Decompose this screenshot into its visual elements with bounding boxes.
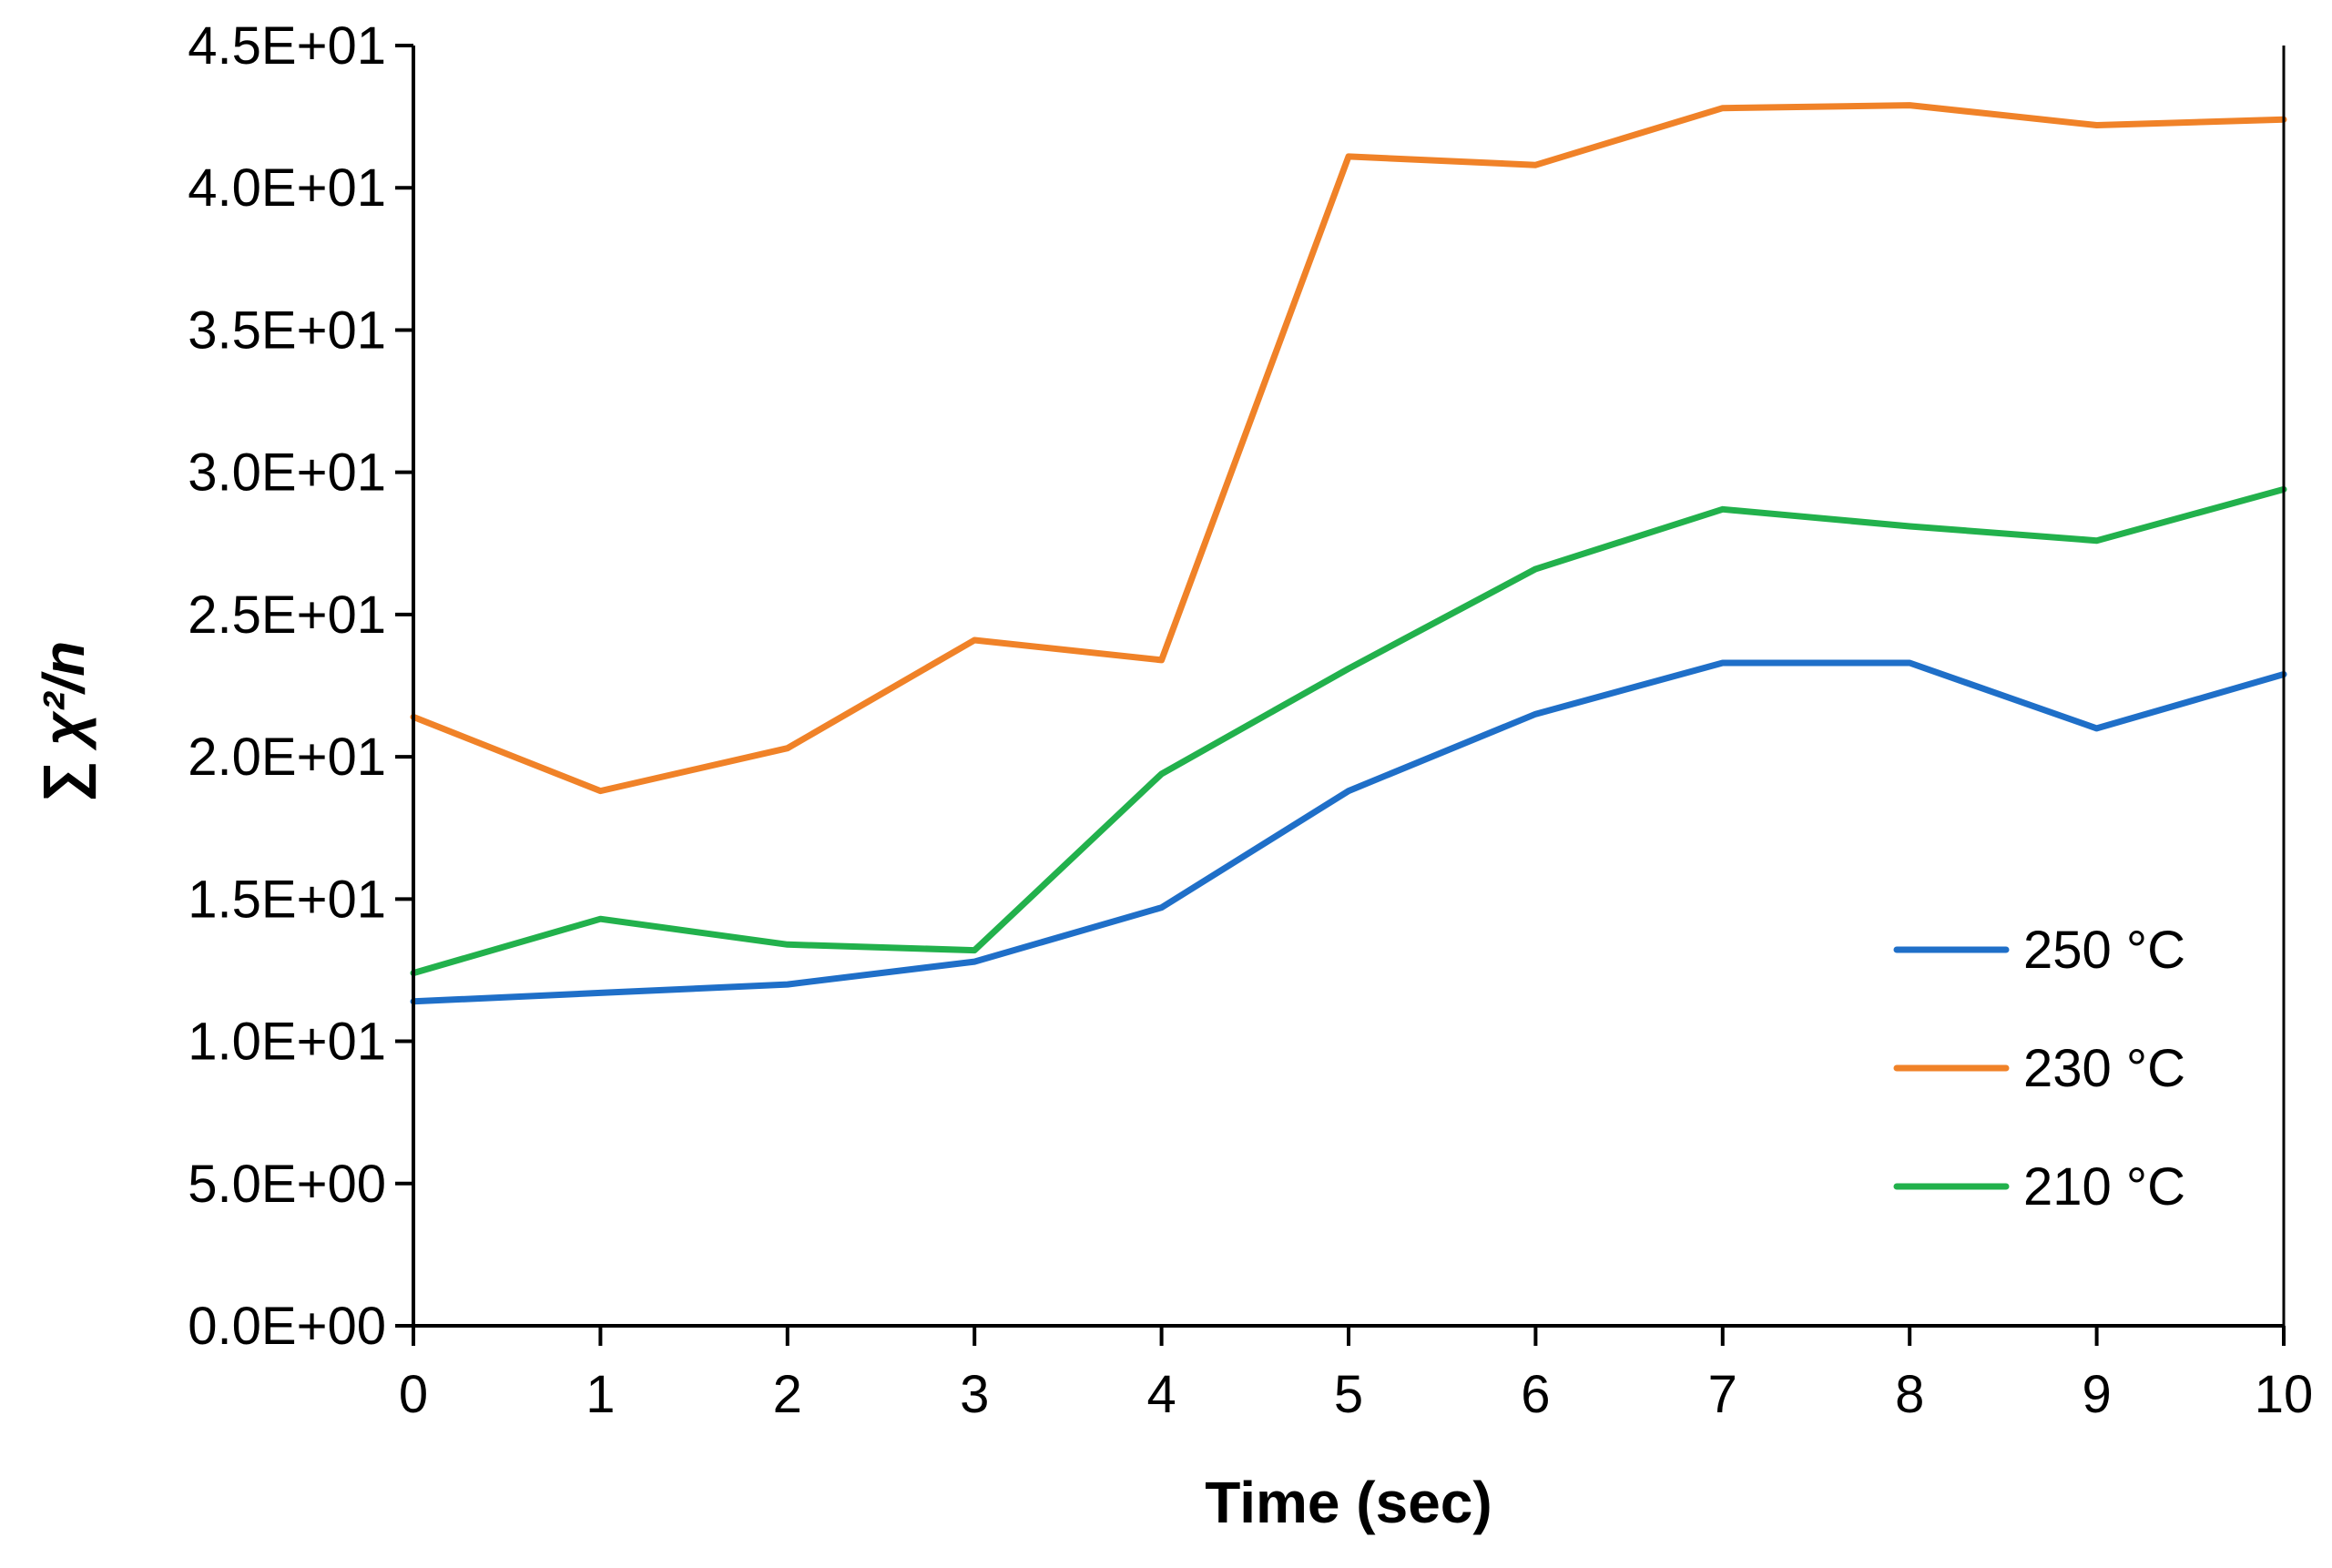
series-line-1 [410,102,2287,795]
y-tick-label: 1.0E+01 [188,1013,386,1072]
y-tick-label: 2.5E+01 [188,585,386,645]
tick-marks [395,44,2286,1346]
x-tick-label: 3 [960,1365,989,1424]
x-tick-label: 4 [1146,1365,1176,1424]
x-tick-label: 0 [399,1365,428,1424]
x-tick-label: 10 [2255,1365,2314,1424]
y-tick-label: 3.5E+01 [188,300,386,360]
x-tick-label: 6 [1521,1365,1550,1424]
y-tick-label: 0.0E+00 [188,1297,386,1356]
y-tick-label: 3.0E+01 [188,443,386,503]
legend-label: 230 °C [2023,1039,2185,1098]
x-tick-label: 8 [1895,1365,1924,1424]
x-tick-label: 7 [1708,1365,1737,1424]
x-tick-label: 1 [586,1365,615,1424]
x-tick-label: 5 [1334,1365,1363,1424]
legend-label: 250 °C [2023,921,2185,980]
x-tick-label: 9 [2082,1365,2111,1424]
axes [412,46,2286,1328]
y-tick-label: 2.0E+01 [188,728,386,787]
x-tick-label: 2 [773,1365,802,1424]
y-tick-label: 4.5E+01 [188,16,386,76]
y-axis-title: ∑ χ²/n [31,641,97,804]
legend: 250 °C 230 °C 210 °C [1893,921,2185,1217]
x-tick-labels: 0 1 2 3 4 5 6 7 8 9 10 [399,1365,2313,1424]
x-axis-title: Time (sec) [1205,1470,1492,1535]
y-tick-label: 1.5E+01 [188,870,386,929]
series-line-0 [410,659,2287,1005]
series-lines [410,102,2287,1005]
y-tick-label: 5.0E+00 [188,1155,386,1214]
legend-label: 210 °C [2023,1157,2185,1217]
y-tick-labels: 0.0E+00 5.0E+00 1.0E+01 1.5E+01 2.0E+01 2.5E+… [188,16,386,1356]
series-line-2 [410,485,2287,977]
y-tick-label: 4.0E+01 [188,158,386,218]
